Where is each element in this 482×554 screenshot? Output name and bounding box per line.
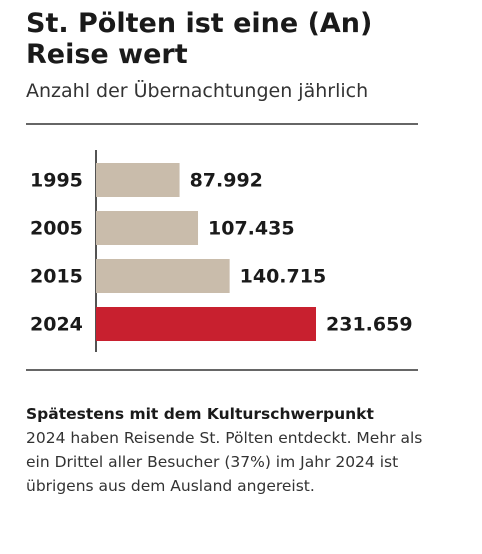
bar — [96, 307, 316, 341]
y-tick-label: 2005 — [30, 218, 83, 240]
value-label: 107.435 — [208, 218, 295, 240]
annotation: Spätestens mit dem Kulturschwerpunkt 2024… — [26, 402, 426, 498]
value-label: 231.659 — [326, 314, 413, 336]
bar — [96, 259, 230, 293]
y-tick-label: 2024 — [30, 314, 83, 336]
y-tick-label: 2015 — [30, 266, 83, 288]
bar — [96, 163, 180, 197]
bar — [96, 211, 199, 245]
chart-subtitle: Anzahl der Übernachtungen jährlich — [26, 80, 369, 102]
annotation-heading: Spätestens mit dem Kulturschwerpunkt — [26, 405, 374, 423]
chart-title: St. Pölten ist eine (An) Reise wert — [26, 8, 373, 70]
y-tick-label: 1995 — [30, 170, 83, 192]
value-label: 87.992 — [190, 170, 263, 192]
annotation-text: 2024 haben Reisende St. Pölten entdeckt.… — [26, 429, 423, 495]
value-label: 140.715 — [240, 266, 327, 288]
